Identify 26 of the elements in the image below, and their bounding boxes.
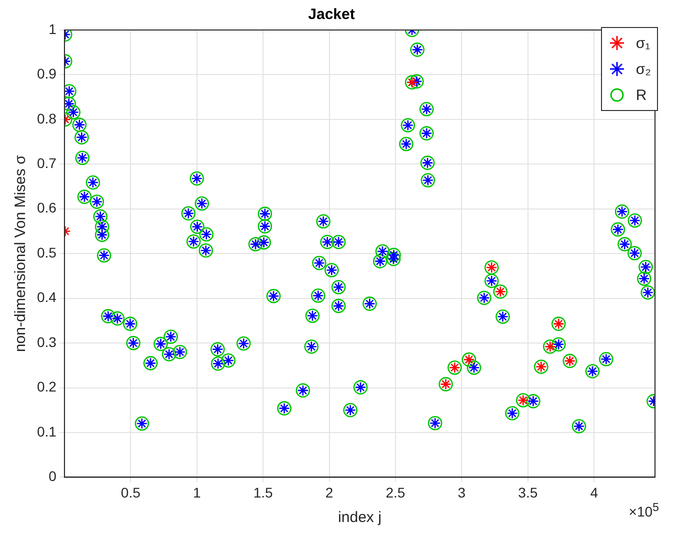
x-tick-label: 3.5 bbox=[518, 484, 538, 500]
legend-label: R bbox=[636, 86, 647, 104]
x-tick-label: 2 bbox=[325, 484, 334, 500]
x-tick-label: 4 bbox=[590, 484, 598, 500]
y-tick-label: 0.7 bbox=[36, 155, 57, 172]
y-axis-title: non-dimensional Von Mises σ bbox=[12, 154, 30, 352]
legend-label: σ₂ bbox=[636, 60, 651, 78]
y-tick-label: 0.1 bbox=[36, 423, 57, 440]
x-axis-title: index j bbox=[338, 509, 382, 526]
y-tick-label: 0.2 bbox=[36, 378, 57, 395]
legend-label: σ₁ bbox=[636, 34, 650, 52]
y-tick-label: 0.6 bbox=[36, 200, 57, 216]
chart-title: Jacket bbox=[308, 6, 355, 24]
x-tick-label: 2.5 bbox=[386, 484, 406, 500]
x-tick-label: 1 bbox=[192, 484, 201, 500]
y-tick-label: 0.5 bbox=[36, 244, 57, 260]
x-tick-label: 1.5 bbox=[253, 484, 274, 500]
x-tick-label: 3 bbox=[458, 484, 466, 500]
y-tick-label: 1 bbox=[48, 20, 57, 37]
text: ×10$^{5}$ bbox=[628, 501, 659, 520]
y-tick-label: 0 bbox=[48, 468, 57, 484]
y-tick-label: 0.4 bbox=[36, 289, 57, 306]
y-tick-label: 0.3 bbox=[36, 334, 57, 350]
y-tick-label: 0.8 bbox=[36, 110, 57, 126]
y-tick-label: 0.9 bbox=[36, 66, 57, 82]
x-tick-label: 0.5 bbox=[120, 484, 141, 500]
